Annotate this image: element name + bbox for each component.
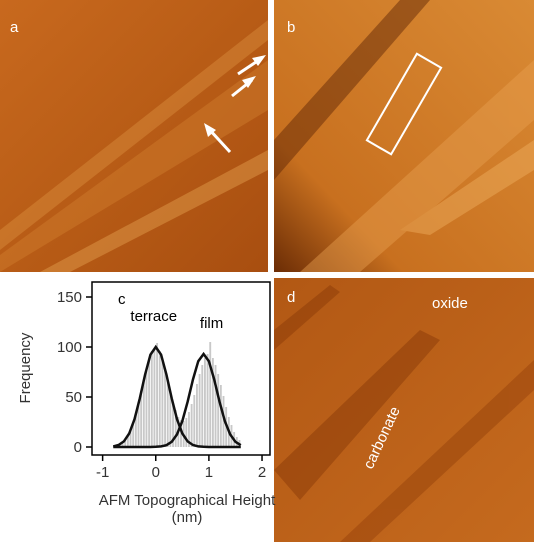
histogram-bar: [159, 351, 161, 447]
histogram-bar: [151, 351, 153, 447]
x-tick-label: 0: [152, 464, 160, 481]
histogram-bar: [201, 365, 203, 447]
panel-label: d: [287, 289, 295, 306]
histogram-bar: [156, 343, 158, 447]
panel-label: b: [287, 19, 295, 36]
x-tick-label: -1: [96, 464, 109, 481]
x-axis-label: AFM Topographical Height (nm): [92, 492, 282, 526]
panel-label: c: [118, 291, 126, 308]
histogram-bar: [161, 359, 163, 447]
histogram-bar: [191, 404, 193, 447]
figure-svg: a b d oxide carbonate Frequency c terrac…: [0, 0, 534, 542]
panel-label: a: [10, 19, 19, 36]
histogram-bar: [199, 374, 201, 447]
histogram-bar: [220, 385, 222, 447]
histogram-bar: [154, 350, 156, 447]
histogram-bar: [204, 358, 206, 447]
histogram-bar: [209, 342, 211, 447]
histogram-bar: [196, 384, 198, 447]
x-tick-label: 2: [258, 464, 266, 481]
histogram-bar: [146, 369, 148, 447]
histogram-bar: [215, 365, 217, 447]
y-tick-label: 0: [74, 439, 82, 456]
curve-label: terrace: [130, 308, 177, 325]
histogram-bar: [167, 380, 169, 447]
histogram-bar: [143, 380, 145, 447]
annotation: oxide: [432, 295, 468, 312]
histogram-bar: [207, 354, 209, 447]
histogram-chart: Frequency c terrace film 0 50 100 150 -1 0 1 2: [17, 282, 270, 481]
y-tick-label: 100: [57, 339, 82, 356]
curve-label: film: [200, 315, 223, 332]
y-tick-label: 50: [65, 389, 82, 406]
x-tick-label: 1: [205, 464, 213, 481]
histogram-bar: [193, 395, 195, 447]
histogram-bar: [185, 418, 187, 447]
histogram-bar: [164, 368, 166, 447]
y-axis-label: Frequency: [17, 332, 34, 403]
y-tick-label: 150: [57, 289, 82, 306]
figure: a b d oxide carbonate Frequency c terrac…: [0, 0, 534, 542]
histogram-bar: [217, 374, 219, 447]
histogram-bar: [148, 359, 150, 447]
